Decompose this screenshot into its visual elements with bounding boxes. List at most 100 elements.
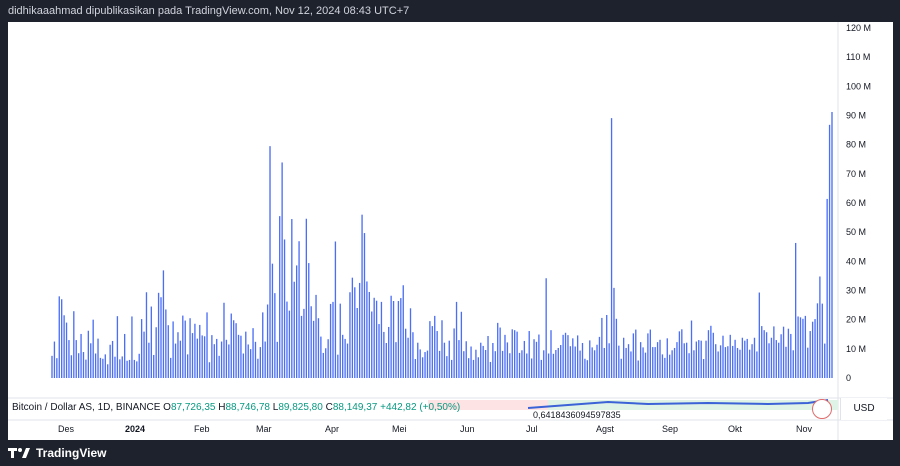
volume-bar: [230, 313, 232, 378]
volume-bar: [199, 324, 201, 378]
volume-bar: [160, 297, 162, 378]
volume-bar: [208, 362, 211, 378]
volume-bar: [547, 353, 550, 378]
volume-bar: [271, 263, 274, 378]
volume-bar: [315, 294, 317, 379]
volume-bar: [538, 334, 540, 378]
us-flag-icon[interactable]: [812, 399, 832, 419]
volume-bar: [196, 338, 199, 379]
volume-bar: [70, 355, 73, 378]
volume-bar: [526, 353, 528, 378]
volume-bar: [51, 355, 53, 378]
volume-bar: [751, 344, 753, 378]
volume-bar: [598, 336, 601, 379]
volume-bar: [184, 320, 186, 378]
x-tick-label: Nov: [796, 424, 813, 434]
volume-bar: [673, 347, 676, 378]
volume-bar: [509, 353, 511, 378]
currency-button[interactable]: USD: [840, 398, 887, 420]
change-value: +442,82 (+0,50%): [380, 402, 461, 413]
volume-bar: [543, 350, 545, 378]
tradingview-logo-icon[interactable]: [8, 446, 30, 460]
volume-bar: [441, 320, 443, 378]
volume-bar: [213, 344, 215, 378]
brand-name[interactable]: TradingView: [36, 446, 107, 460]
volume-bar: [228, 344, 230, 378]
volume-bar: [191, 333, 194, 378]
volume-bar: [237, 334, 240, 378]
symbol-label[interactable]: Bitcoin / Dollar AS, 1D, BINANCE: [12, 402, 161, 413]
volume-bar: [540, 359, 542, 378]
volume-bar: [671, 350, 673, 378]
volume-bar: [107, 364, 109, 378]
volume-bar: [739, 349, 741, 378]
volume-bar: [371, 311, 373, 378]
volume-bar: [470, 346, 472, 378]
volume-bar: [363, 233, 366, 378]
volume-bar: [303, 308, 305, 379]
volume-bar: [518, 352, 521, 378]
volume-bar: [722, 335, 724, 378]
volume-bar: [128, 359, 131, 378]
volume-bar: [756, 351, 758, 378]
volume-bar: [501, 350, 504, 379]
volume-bar: [712, 332, 714, 378]
volume-bar: [136, 361, 138, 379]
volume-bar: [676, 342, 678, 379]
volume-bar: [177, 332, 179, 378]
volume-bar: [591, 347, 593, 379]
volume-bar: [807, 347, 809, 378]
volume-chart[interactable]: 120 M 110 M 100 M 90 M 80 M 70 M 60 M 50 M 40 M 3…: [8, 22, 893, 440]
volume-bar: [380, 301, 383, 379]
volume-bar: [528, 331, 530, 378]
volume-bar: [683, 343, 685, 378]
volume-bar: [799, 317, 802, 378]
volume-bar: [661, 354, 664, 378]
volume-bar: [664, 357, 666, 379]
volume-bar: [746, 338, 748, 378]
volume-bar: [666, 338, 668, 378]
volume-bar: [572, 338, 574, 378]
y-tick-label: 30 M: [846, 286, 866, 296]
volume-bar: [719, 345, 722, 378]
volume-bar: [484, 350, 487, 378]
volume-bar: [620, 358, 622, 378]
volume-bar: [165, 309, 167, 378]
volume-bar: [458, 340, 460, 378]
volume-bar: [354, 287, 356, 378]
open-label: O: [163, 402, 171, 413]
volume-bar: [325, 348, 327, 378]
volume-bar: [579, 350, 581, 378]
volume-bar: [262, 312, 264, 379]
volume-bar: [644, 352, 647, 378]
volume-bar: [409, 308, 412, 378]
volume-bar: [111, 340, 114, 378]
volume-bar: [649, 329, 651, 378]
volume-bar: [778, 342, 780, 378]
volume-bar: [218, 355, 220, 378]
volume-bar: [269, 146, 271, 379]
volume-bar: [329, 303, 332, 378]
x-tick-label: Agst: [596, 424, 615, 434]
volume-bar: [795, 242, 797, 378]
volume-bar: [431, 326, 433, 378]
volume-bar: [368, 291, 370, 378]
y-tick-label: 70 M: [846, 169, 866, 179]
volume-bar: [724, 347, 727, 378]
volume-bar: [102, 358, 104, 378]
volume-bar: [499, 327, 501, 378]
volume-bar: [148, 342, 150, 378]
volume-bar: [693, 350, 695, 378]
volume-bar: [109, 344, 111, 378]
volume-bar: [220, 341, 223, 378]
volume-bar: [627, 344, 630, 378]
volume-bar: [511, 329, 513, 378]
volume-bar: [114, 356, 116, 378]
ohlc-legend: Bitcoin / Dollar AS, 1D, BINANCE O87,726…: [12, 402, 460, 413]
volume-bar: [753, 337, 756, 378]
volume-bar: [453, 328, 455, 378]
volume-bar: [610, 118, 613, 378]
volume-bar: [780, 334, 782, 378]
volume-bar: [702, 359, 705, 378]
volume-bar: [170, 357, 172, 379]
